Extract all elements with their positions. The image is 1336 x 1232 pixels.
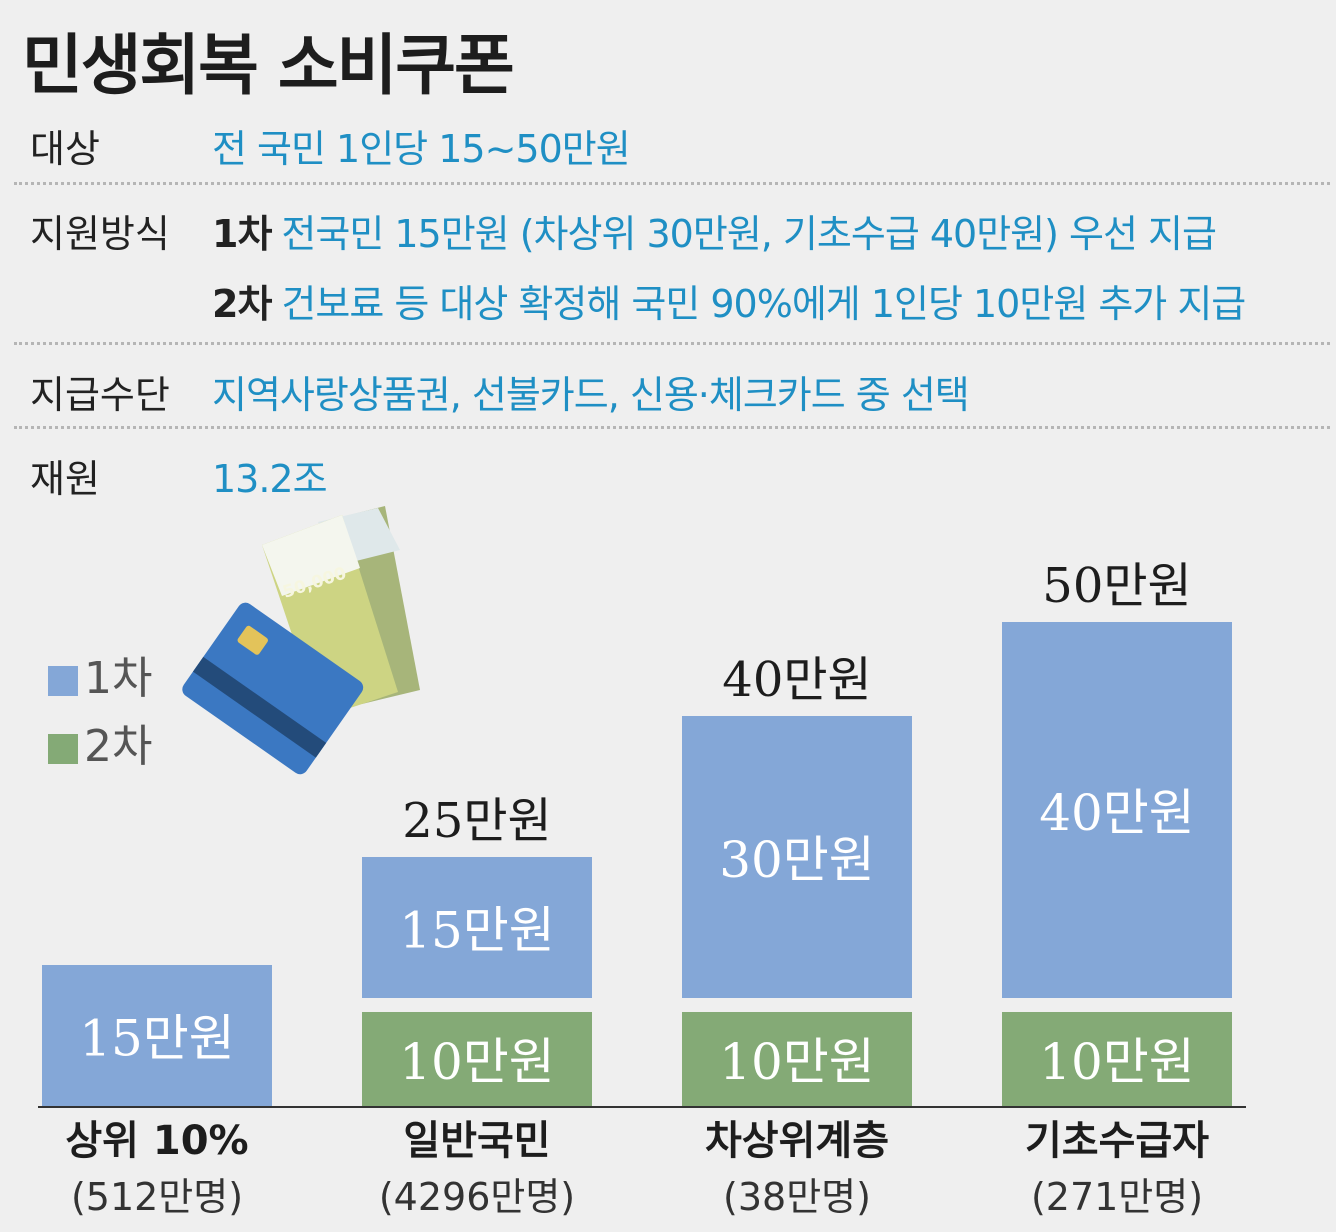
divider [14, 426, 1330, 429]
bar-label-round2-1: 10만원 [399, 1033, 555, 1091]
bar-label-round1-2: 30만원 [719, 831, 875, 889]
legend-swatch-round2 [48, 734, 78, 764]
bar-round2-1 [362, 1012, 592, 1106]
banknote-icon: 50,000 [262, 506, 420, 718]
bar-label-round1-3: 40만원 [1039, 784, 1195, 842]
bar-label-round1-0: 15만원 [79, 1010, 235, 1068]
bar-round1-3 [1002, 622, 1232, 998]
divider [14, 342, 1330, 345]
bar-label-round1-1: 15만원 [399, 902, 555, 960]
round1-text: 전국민 15만원 (차상위 30만원, 기초수급 40만원) 우선 지급 [281, 212, 1217, 256]
bar-label-round2-3: 10만원 [1039, 1033, 1195, 1091]
legend-label-round2: 2차 [84, 721, 153, 772]
x-sublabel-2: (38만명) [723, 1175, 871, 1219]
credit-card-icon [182, 602, 364, 775]
x-sublabel-0: (512만명) [71, 1175, 243, 1219]
legend-swatch-round1 [48, 666, 78, 696]
info-means-label: 지급수단 [30, 373, 170, 417]
info-funding-value: 13.2조 [212, 457, 328, 501]
bar-label-round2-2: 10만원 [719, 1033, 875, 1091]
total-label-2: 40만원 [722, 652, 871, 708]
x-sublabel-1: (4296만명) [379, 1175, 575, 1219]
round1-step: 1차 [212, 212, 272, 256]
bar-round1-0 [42, 965, 272, 1106]
legend-label-round1: 1차 [84, 653, 153, 704]
total-label-1: 25만원 [402, 793, 551, 849]
bar-round1-2 [682, 716, 912, 998]
info-target-label: 대상 [30, 127, 100, 171]
total-label-3: 50만원 [1042, 558, 1191, 614]
x-tick-label-2: 차상위계층 [705, 1118, 889, 1164]
info-target-value: 전 국민 1인당 15~50만원 [212, 127, 631, 171]
x-tick-label-3: 기초수급자 [1025, 1118, 1209, 1164]
info-method-label: 지원방식 [30, 212, 170, 256]
divider [14, 182, 1330, 185]
x-tick-label-1: 일반국민 [403, 1118, 550, 1164]
x-sublabel-3: (271만명) [1031, 1175, 1203, 1219]
bar-round1-1 [362, 857, 592, 998]
bar-round2-2 [682, 1012, 912, 1106]
legend-item-round2: 2차 [48, 710, 152, 774]
round2-text: 건보료 등 대상 확정해 국민 90%에게 1인당 10만원 추가 지급 [281, 282, 1246, 326]
info-means-value: 지역사랑상품권, 선불카드, 신용·체크카드 중 선택 [212, 373, 970, 417]
x-tick-label-0: 상위 10% [65, 1118, 248, 1164]
info-method-round1: 1차 전국민 15만원 (차상위 30만원, 기초수급 40만원) 우선 지급 [212, 203, 1217, 258]
info-funding-label: 재원 [30, 457, 100, 501]
bar-round2-3 [1002, 1012, 1232, 1106]
round2-step: 2차 [212, 282, 272, 326]
info-method-round2: 2차 건보료 등 대상 확정해 국민 90%에게 1인당 10만원 추가 지급 [212, 273, 1246, 328]
legend-item-round1: 1차 [48, 642, 152, 706]
page-title: 민생회복 소비쿠폰 [22, 27, 515, 104]
